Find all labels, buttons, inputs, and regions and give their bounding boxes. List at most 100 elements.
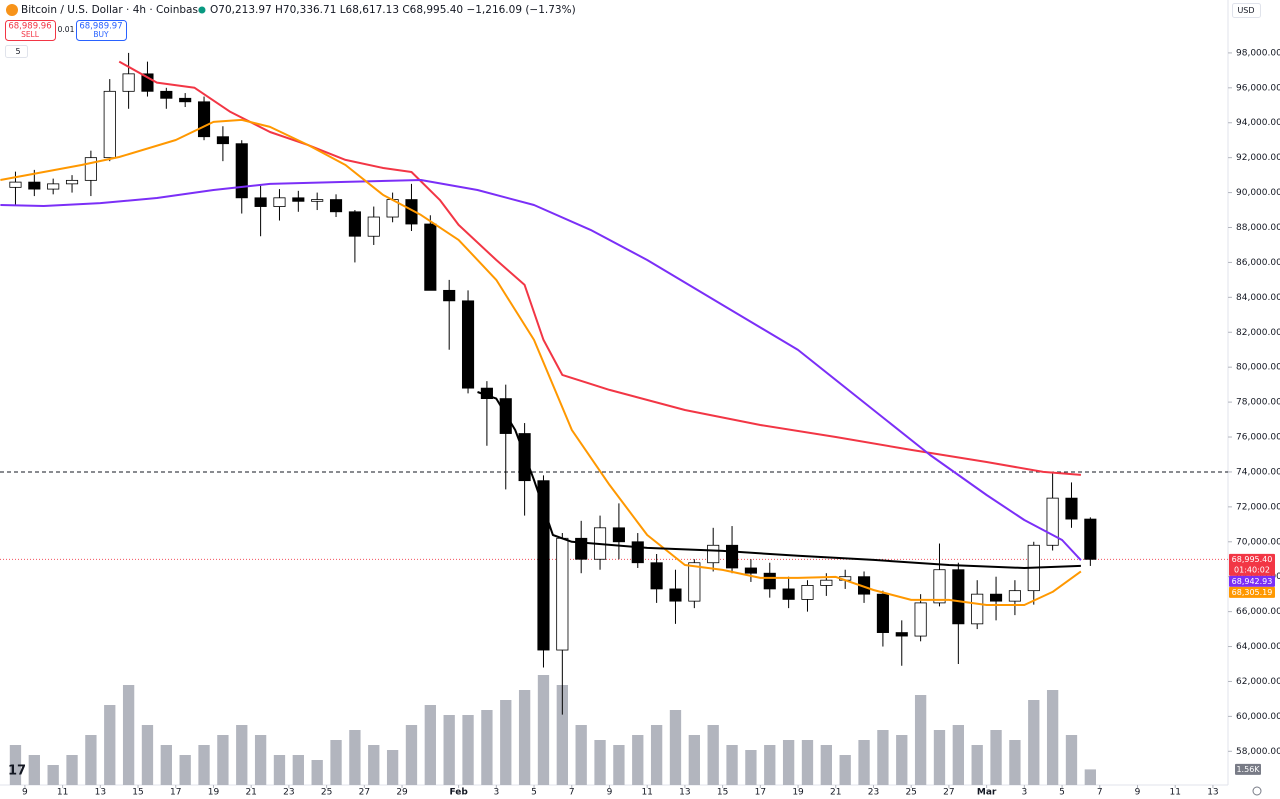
- x-tick-label: 3: [493, 788, 499, 798]
- ohlc: O70,213.97 H70,336.71 L68,617.13 C68,995…: [210, 4, 576, 16]
- x-tick-label: 23: [283, 788, 294, 798]
- y-tick-label: 72,000.00: [1236, 502, 1280, 512]
- candle-body: [763, 572, 776, 590]
- y-tick-label: 82,000.00: [1236, 328, 1280, 338]
- indicators-count: 5: [15, 47, 20, 56]
- x-tick-label: 11: [1169, 788, 1180, 798]
- volume-bar: [669, 710, 682, 785]
- buy-price: 68,989.97: [79, 22, 122, 32]
- candle-body: [575, 537, 588, 560]
- volume-bar: [688, 735, 700, 785]
- candle-body: [122, 73, 135, 92]
- volume-bar: [198, 745, 210, 785]
- x-tick-label: 11: [57, 788, 68, 798]
- x-tick-label: 19: [792, 788, 804, 798]
- x-tick-label: 27: [943, 788, 954, 798]
- volume-bar: [462, 715, 474, 785]
- price-label-box: [1229, 553, 1275, 576]
- y-tick-label: 60,000.00: [1236, 712, 1280, 722]
- candle-body: [179, 97, 192, 103]
- y-tick-label: 64,000.00: [1236, 642, 1280, 652]
- buy-button[interactable]: [76, 20, 127, 41]
- candle-body: [707, 544, 720, 564]
- y-tick-label: 80,000.00: [1236, 363, 1280, 373]
- volume-bar: [9, 745, 22, 785]
- y-tick-label: 78,000.00: [1236, 398, 1280, 408]
- y-tick-label: 58,000.00: [1236, 747, 1280, 757]
- settings-icon[interactable]: [1252, 786, 1262, 796]
- volume-bar: [1028, 700, 1040, 785]
- volume-bar: [820, 745, 832, 785]
- candle-body: [329, 199, 343, 213]
- y-tick-label: 92,000.00: [1236, 153, 1280, 163]
- candle-body: [28, 181, 41, 190]
- volume-bar: [613, 745, 625, 785]
- volume-bar: [424, 705, 436, 785]
- y-tick-label: 86,000.00: [1236, 258, 1280, 268]
- indicators-toggle[interactable]: [5, 45, 28, 58]
- currency-button[interactable]: [1232, 3, 1261, 18]
- x-tick-label: 25: [321, 788, 332, 798]
- volume-bar: [28, 755, 40, 785]
- volume-bar: [1084, 769, 1096, 785]
- x-tick-label: 25: [905, 788, 916, 798]
- x-tick-label: 7: [1097, 788, 1103, 798]
- x-tick-label: Feb: [449, 788, 468, 798]
- candle-body: [782, 588, 795, 600]
- price-label-box: [1229, 586, 1275, 598]
- volume-bar: [896, 735, 908, 785]
- price-label: 68,942.93: [1232, 577, 1273, 586]
- x-tick-label: 7: [569, 788, 575, 798]
- volume-bar: [405, 725, 418, 785]
- volume-bar: [47, 765, 59, 785]
- candle-body: [933, 569, 946, 604]
- candle-body: [9, 181, 22, 188]
- buy-label: BUY: [93, 30, 109, 39]
- y-tick-label: 70,000.00: [1236, 537, 1280, 547]
- symbol-icon: [6, 4, 18, 16]
- price-label-box: [1229, 575, 1275, 587]
- x-tick-label: 13: [1207, 788, 1218, 798]
- x-tick-label: 5: [531, 788, 537, 798]
- volume-bar: [537, 675, 550, 785]
- candle-body: [216, 136, 229, 145]
- volume-bar: [66, 755, 78, 785]
- countdown: 01:40:02: [1234, 565, 1270, 574]
- volume-bar: [141, 725, 154, 785]
- volume-bar: [745, 750, 757, 785]
- volume-bar: [801, 740, 814, 785]
- candle-body: [197, 101, 211, 138]
- candle-body: [65, 179, 79, 185]
- volume-bar: [330, 740, 342, 785]
- candle-body: [952, 569, 965, 625]
- sell-label: SELL: [21, 30, 40, 39]
- volume-bar: [952, 725, 964, 785]
- candle-body: [989, 593, 1003, 602]
- sell-button[interactable]: [5, 20, 56, 41]
- volume-bar: [254, 735, 267, 785]
- candle-body: [650, 562, 663, 590]
- volume-bar: [368, 745, 380, 785]
- y-tick-label: 94,000.00: [1236, 118, 1280, 128]
- volume-bar: [179, 755, 191, 785]
- volume-label-box: [1235, 763, 1261, 775]
- volume-bar: [764, 745, 776, 785]
- x-tick-label: 3: [1021, 788, 1027, 798]
- volume-bar: [1009, 740, 1021, 785]
- x-tick-label: 11: [641, 788, 652, 798]
- candle-body: [820, 579, 833, 586]
- candle-body: [612, 527, 625, 543]
- y-tick-label: 62,000.00: [1236, 677, 1280, 687]
- symbol-title[interactable]: Bitcoin / U.S. Dollar · 4h · Coinbase: [21, 4, 204, 16]
- candle-body: [254, 197, 267, 207]
- y-tick-label: 74,000.00: [1236, 467, 1280, 477]
- x-tick-label: 9: [1135, 788, 1141, 798]
- header: Bitcoin / U.S. Dollar · 4h · Coinbase O7…: [5, 3, 1261, 58]
- volume-bar: [575, 725, 587, 785]
- x-tick-label: 15: [132, 788, 143, 798]
- volume-bar: [933, 730, 946, 785]
- volume-bar: [500, 700, 512, 785]
- volume-bar: [481, 710, 493, 785]
- candle-body: [801, 585, 814, 600]
- volume-bar: [990, 730, 1002, 785]
